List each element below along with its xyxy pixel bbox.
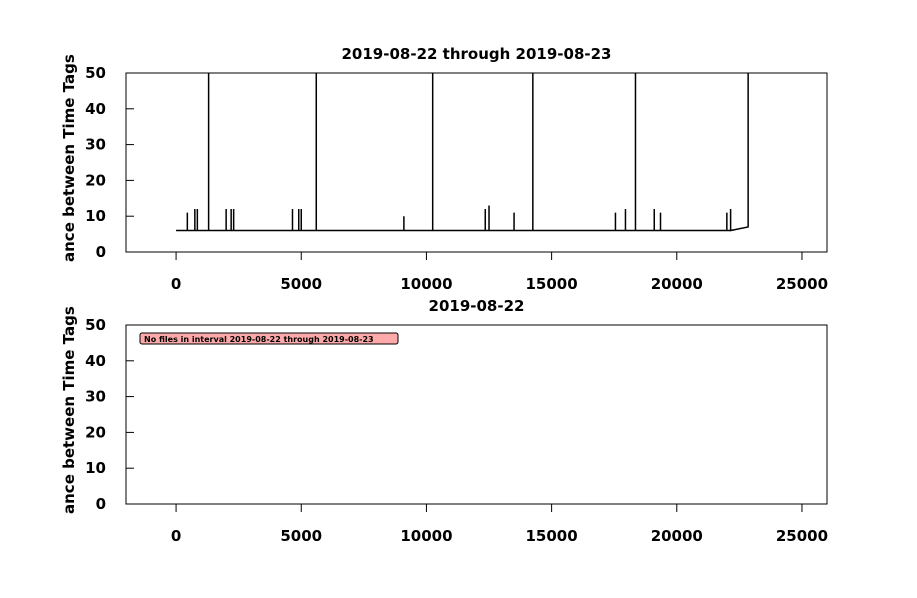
y-tick-label: 40 [85, 352, 106, 370]
data-line [176, 73, 749, 232]
x-tick-label: 25000 [776, 275, 828, 293]
y-tick-label: 20 [85, 423, 106, 441]
y-tick-label: 10 [85, 207, 106, 225]
x-tick-label: 10000 [400, 275, 452, 293]
chart-title: 2019-08-22 [429, 297, 525, 315]
x-tick-label: 15000 [526, 527, 578, 545]
x-tick-label: 15000 [526, 275, 578, 293]
y-tick-label: 20 [85, 171, 106, 189]
y-axis-label: ance between Time Tags [60, 54, 78, 262]
y-tick-label: 0 [96, 495, 106, 513]
y-tick-label: 30 [85, 136, 106, 154]
x-tick-label: 10000 [400, 527, 452, 545]
x-tick-label: 0 [171, 527, 181, 545]
x-tick-label: 5000 [280, 527, 322, 545]
plot-frame [125, 72, 828, 253]
plot-frame [125, 324, 828, 505]
y-tick-label: 30 [85, 388, 106, 406]
y-axis-label: ance between Time Tags [60, 306, 78, 514]
annotation-box [139, 332, 399, 345]
x-tick-label: 25000 [776, 527, 828, 545]
panel: 2019-08-22 through 2019-08-23 ance betwee… [60, 45, 828, 293]
y-tick-label: 40 [85, 100, 106, 118]
panel: 2019-08-22 ance between Time Tags 0 10 20 30 4… [60, 297, 828, 545]
x-tick-label: 0 [171, 275, 181, 293]
annotation: No files in interval 2019-08-22 through … [144, 335, 374, 344]
chart-title: 2019-08-22 through 2019-08-23 [342, 45, 612, 63]
y-tick-label: 50 [85, 316, 106, 334]
y-tick-label: 50 [85, 64, 106, 82]
y-tick-label: 10 [85, 459, 106, 477]
y-tick-label: 0 [96, 243, 106, 261]
x-tick-label: 20000 [651, 275, 703, 293]
x-tick-label: 5000 [280, 275, 322, 293]
x-tick-label: 20000 [651, 527, 703, 545]
